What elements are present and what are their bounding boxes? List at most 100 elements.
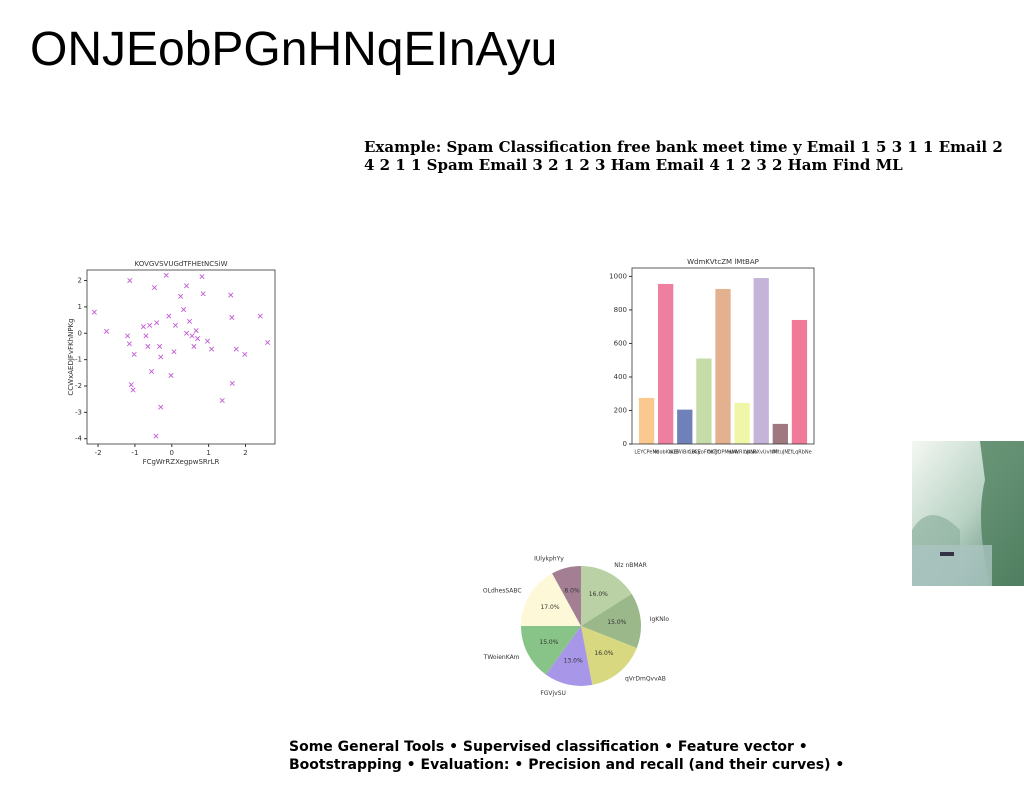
bar [753,278,769,444]
x-tick-label: 1 [206,449,210,457]
point [199,274,205,280]
y-tick-label: 600 [614,339,627,347]
x-tick-label: CBkyoFftdTY [688,450,720,456]
point [191,343,197,349]
slice-label: Nlz nBMAR [614,562,647,569]
y-tick-label: -1 [75,356,82,364]
point [126,341,132,347]
bar [772,423,788,444]
y-tick-label: 200 [614,406,627,414]
bar [658,283,674,444]
y-tick-label: 0 [623,440,627,448]
value-label: 17.0% [540,604,559,611]
point [181,307,187,313]
footer: Some General Tools • Supervised classifi… [289,739,845,773]
slice-label: IgKNlo [650,616,670,623]
point [195,336,201,342]
bar [734,402,750,444]
y-tick-label: 800 [614,306,627,314]
y-tick-label: 1 [78,303,82,311]
point [127,278,133,284]
value-label: 13.0% [564,658,583,665]
bar [715,288,731,444]
chart-title: WdmKVtcZM lMtBAP [687,258,759,266]
point [184,283,190,289]
slice-label: IUlykphYy [534,556,564,563]
point [257,313,263,319]
y-tick-label: -2 [75,382,82,390]
photo [912,441,1024,586]
value-label: 16.0% [589,591,608,598]
point [104,328,110,334]
point [242,351,248,357]
point [229,314,235,320]
point [158,404,164,410]
x-tick-label: LEYCPeMt [634,450,658,456]
point [151,285,157,291]
x-tick-label: NdobKaUE [653,450,679,456]
point [153,433,159,439]
pie-slice [581,626,637,685]
x-tick-label: HaWRlbpNo [727,450,757,456]
point [193,328,199,334]
bar [677,409,693,444]
axes-frame [631,267,815,445]
axes-frame [86,269,276,445]
value-label: 15.0% [607,619,626,626]
point [189,333,195,339]
point [209,346,215,352]
point [145,343,151,349]
x-tick-label: 0 [170,449,174,457]
pie-slice [545,626,593,686]
x-tick-label: -1 [131,449,138,457]
value-label: 16.0% [594,650,613,657]
point [186,318,192,324]
point [265,339,271,346]
point [205,338,211,344]
point [131,351,137,357]
point [172,322,178,328]
point [200,291,206,297]
bar [696,358,712,444]
slice-label: FGVjvSU [540,690,566,697]
point [125,333,131,339]
pie-slice [581,593,641,649]
paragraph: Example: Spam Classification free bank m… [364,138,1003,174]
y-tick-label: 1000 [609,272,627,280]
y-axis-label: CCWxAEDJFvFKhNPKg [67,318,75,395]
point [171,349,177,355]
value-label: 15.0% [539,639,558,646]
pie-slice [552,566,581,626]
y-tick-label: 0 [78,329,82,337]
point [233,346,239,352]
pie-slice [521,573,581,626]
y-tick-label: -3 [75,408,82,416]
bar [791,319,808,444]
bar [638,397,655,444]
point [166,313,172,319]
point [148,368,155,375]
y-tick-label: 2 [78,277,82,285]
x-axis-label: FCgWrRZXegpwSRrLR [143,458,220,466]
pie-slice [581,566,632,626]
point [219,397,225,404]
y-tick-label: -4 [75,435,83,443]
point [158,354,164,360]
point [228,292,234,298]
slice-label: OLdhesSABC [483,587,522,594]
point [128,382,134,388]
x-tick-label: WaRXvUvhM [745,450,777,456]
pie-slice [521,626,581,675]
point [184,330,190,336]
x-tick-label: 2 [243,449,247,457]
chart-title: KOVGVSVUGdTFHEtNCSiW [135,260,228,268]
x-tick-label: WEWiBmxCE [669,450,701,456]
title: ONJEobPGnHNqEInAyu [30,23,558,76]
slice-label: TWoienKAm [483,654,520,661]
slice-label: qVrDmQvvAB [625,676,666,683]
point [140,324,146,330]
x-tick-label: IMtuJM [772,450,789,456]
point [143,333,149,339]
